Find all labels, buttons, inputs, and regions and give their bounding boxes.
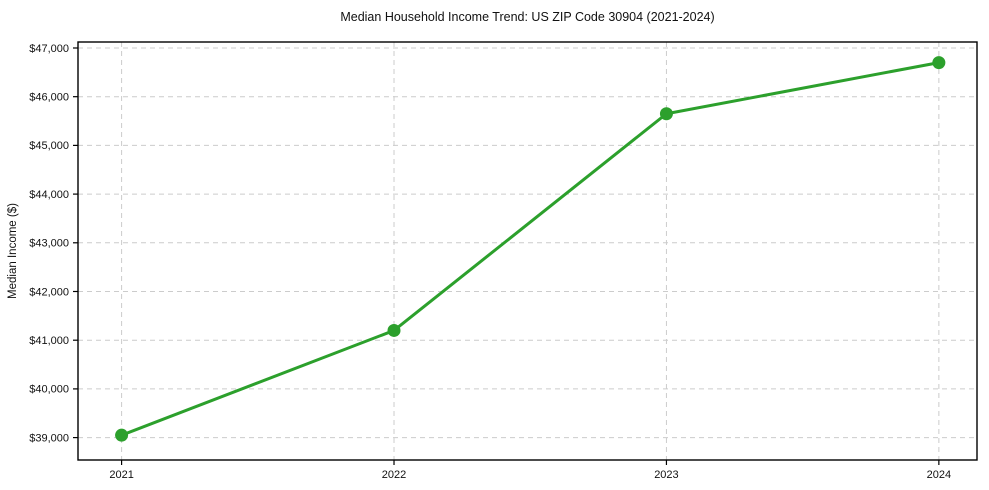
y-tick-label: $44,000: [29, 189, 69, 201]
plot-border: [77, 41, 978, 461]
x-tick-label: 2023: [654, 469, 678, 481]
x-tick-label: 2022: [382, 469, 406, 481]
y-tick-label: $46,000: [29, 91, 69, 103]
axis-ticks: [73, 47, 940, 465]
y-axis-label: Median Income ($): [7, 203, 19, 299]
y-tick-label: $39,000: [29, 432, 69, 444]
chart-title: Median Household Income Trend: US ZIP Co…: [340, 10, 715, 24]
data-point: [932, 56, 946, 70]
x-tick-label: 2024: [927, 469, 951, 481]
data-point: [115, 428, 129, 442]
y-tick-labels: $39,000 $40,000 $41,000 $42,000 $43,000 $44,0…: [29, 43, 69, 445]
y-tick-label: $40,000: [29, 384, 69, 396]
trend-line: [120, 61, 941, 437]
x-tick-label: 2021: [109, 469, 133, 481]
y-tick-label: $41,000: [29, 335, 69, 347]
data-point: [659, 107, 673, 121]
gridlines: [78, 42, 977, 460]
y-tick-label: $42,000: [29, 286, 69, 298]
y-tick-label: $47,000: [29, 43, 69, 55]
y-tick-label: $43,000: [29, 238, 69, 250]
x-tick-labels: 2021 2022 2023 2024: [109, 469, 951, 481]
y-tick-label: $45,000: [29, 140, 69, 152]
data-point: [387, 323, 401, 337]
